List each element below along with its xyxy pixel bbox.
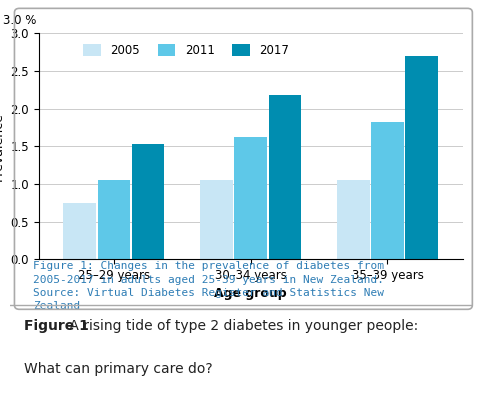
Y-axis label: Prevalence: Prevalence — [0, 112, 5, 181]
Bar — [63, 203, 96, 259]
Bar — [200, 180, 233, 259]
Text: What can primary care do?: What can primary care do? — [24, 362, 213, 376]
Text: A rising tide of type 2 diabetes in younger people:: A rising tide of type 2 diabetes in youn… — [65, 319, 418, 332]
Bar — [97, 180, 130, 259]
Text: 3.0 %: 3.0 % — [2, 14, 36, 27]
Bar — [132, 144, 164, 259]
Legend: 2005, 2011, 2017: 2005, 2011, 2017 — [79, 39, 294, 62]
Bar — [405, 56, 438, 259]
Bar — [268, 95, 301, 259]
Bar — [234, 137, 267, 259]
Bar — [337, 180, 370, 259]
X-axis label: Age group: Age group — [214, 288, 287, 301]
Bar — [371, 122, 404, 259]
Text: Figure 1: Figure 1 — [24, 319, 89, 332]
Text: Figure 1: Changes in the prevalence of diabetes from
2005-2017 in adults aged 25: Figure 1: Changes in the prevalence of d… — [33, 262, 384, 311]
